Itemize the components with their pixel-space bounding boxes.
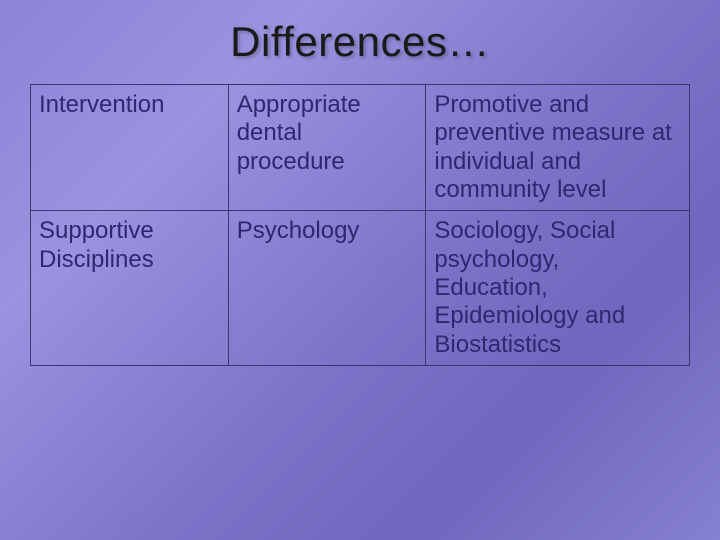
cell-supportive-b: Sociology, Social psychology, Education,… bbox=[426, 211, 690, 366]
page-title: Differences… bbox=[30, 18, 690, 66]
cell-intervention-a: Appropriate dental procedure bbox=[228, 85, 426, 211]
cell-supportive-label: Supportive Disciplines bbox=[31, 211, 229, 366]
cell-supportive-a: Psychology bbox=[228, 211, 426, 366]
table-row: Supportive Disciplines Psychology Sociol… bbox=[31, 211, 690, 366]
slide: Differences… Intervention Appropriate de… bbox=[0, 0, 720, 540]
cell-intervention-b: Promotive and preventive measure at indi… bbox=[426, 85, 690, 211]
table-row: Intervention Appropriate dental procedur… bbox=[31, 85, 690, 211]
cell-intervention-label: Intervention bbox=[31, 85, 229, 211]
comparison-table: Intervention Appropriate dental procedur… bbox=[30, 84, 690, 366]
